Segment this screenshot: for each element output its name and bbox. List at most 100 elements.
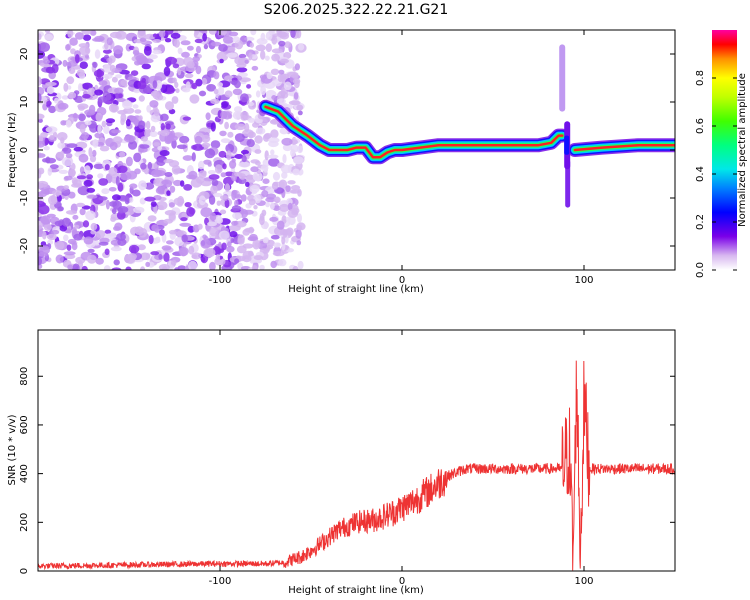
noise-blob bbox=[81, 265, 88, 270]
noise-blob bbox=[175, 88, 180, 94]
noise-blob bbox=[144, 182, 155, 190]
noise-blob bbox=[252, 171, 263, 182]
noise-blob bbox=[219, 209, 227, 215]
noise-blob bbox=[47, 167, 52, 176]
noise-blob bbox=[65, 153, 73, 159]
noise-blob bbox=[266, 193, 277, 200]
noise-blob bbox=[226, 150, 232, 161]
noise-blob bbox=[153, 108, 160, 117]
noise-blob bbox=[63, 234, 69, 242]
noise-blob bbox=[246, 139, 255, 148]
noise-blob bbox=[152, 49, 162, 55]
noise-blob bbox=[208, 174, 220, 180]
noise-blob bbox=[232, 212, 242, 220]
noise-blob bbox=[170, 259, 177, 266]
noise-blob bbox=[133, 152, 142, 163]
figure-title: S206.2025.322.22.21.G21 bbox=[264, 2, 449, 18]
noise-blob bbox=[265, 201, 270, 208]
noise-blob bbox=[145, 261, 151, 267]
noise-blob bbox=[210, 140, 221, 149]
noise-blob bbox=[112, 194, 121, 201]
noise-blob bbox=[151, 224, 159, 232]
noise-blob bbox=[150, 114, 161, 123]
noise-blob bbox=[79, 208, 86, 216]
noise-blob bbox=[93, 163, 105, 170]
noise-blob bbox=[260, 85, 266, 96]
noise-blob bbox=[131, 189, 141, 197]
noise-blob bbox=[269, 216, 279, 222]
noise-blob bbox=[163, 252, 170, 262]
noise-blob bbox=[217, 82, 224, 88]
noise-blob bbox=[84, 120, 92, 126]
noise-blob bbox=[44, 30, 51, 33]
noise-blob bbox=[70, 48, 76, 55]
ridge-band bbox=[264, 105, 564, 159]
noise-blob bbox=[211, 179, 219, 186]
noise-blob bbox=[234, 154, 244, 159]
noise-blob bbox=[210, 98, 220, 105]
noise-blob bbox=[38, 191, 47, 198]
noise-blob bbox=[160, 123, 165, 131]
noise-blob bbox=[127, 253, 137, 261]
noise-blob bbox=[267, 154, 279, 159]
noise-blob bbox=[155, 236, 161, 242]
noise-blob bbox=[218, 150, 227, 158]
noise-blob bbox=[78, 43, 89, 48]
noise-blob bbox=[218, 30, 228, 36]
noise-blob bbox=[150, 125, 156, 133]
noise-blob bbox=[108, 103, 119, 113]
noise-blob bbox=[251, 265, 258, 270]
noise-blob bbox=[85, 210, 96, 221]
noise-blob bbox=[93, 69, 105, 78]
noise-blob bbox=[38, 93, 42, 103]
noise-blob bbox=[155, 80, 163, 90]
noise-blob bbox=[287, 180, 296, 185]
noise-blob bbox=[133, 88, 141, 94]
y-tick-label: 0 bbox=[19, 568, 30, 574]
noise-blob bbox=[265, 43, 272, 53]
noise-blob bbox=[254, 135, 263, 144]
noise-blob bbox=[103, 265, 111, 270]
noise-blob bbox=[270, 149, 275, 155]
noise-blob bbox=[208, 30, 217, 35]
noise-blob bbox=[92, 61, 98, 68]
noise-blob bbox=[157, 146, 163, 151]
noise-blob bbox=[63, 251, 76, 256]
noise-blob bbox=[218, 230, 230, 240]
noise-blob bbox=[194, 135, 203, 145]
noise-blob bbox=[221, 242, 227, 251]
noise-blob bbox=[160, 84, 168, 93]
noise-blob bbox=[277, 258, 287, 267]
noise-blob bbox=[104, 233, 117, 239]
noise-blob bbox=[251, 65, 259, 71]
noise-blob bbox=[174, 267, 180, 270]
noise-blob bbox=[177, 265, 187, 270]
noise-blob bbox=[38, 252, 49, 257]
noise-blob bbox=[281, 171, 288, 179]
noise-blob bbox=[270, 234, 280, 240]
noise-blob bbox=[118, 151, 126, 158]
spectrogram-ylabel: Frequency (Hz) bbox=[7, 112, 18, 188]
noise-blob bbox=[119, 69, 130, 75]
noise-blob bbox=[137, 30, 146, 40]
noise-blob bbox=[134, 168, 141, 175]
noise-blob bbox=[202, 234, 207, 240]
noise-blob bbox=[192, 56, 200, 62]
noise-blob bbox=[236, 245, 247, 254]
noise-blob bbox=[266, 72, 273, 80]
noise-blob bbox=[195, 78, 203, 87]
noise-blob bbox=[67, 264, 73, 270]
noise-blob bbox=[281, 137, 293, 146]
noise-blob bbox=[79, 45, 91, 56]
x-tick-label: 100 bbox=[574, 576, 593, 587]
noise-blob bbox=[66, 76, 75, 85]
noise-blob bbox=[160, 113, 169, 122]
noise-blob bbox=[220, 138, 231, 144]
noise-blob bbox=[184, 202, 192, 208]
y-tick-label: 400 bbox=[19, 464, 30, 483]
noise-blob bbox=[60, 137, 65, 144]
noise-blob bbox=[137, 57, 149, 64]
noise-blob bbox=[92, 139, 99, 148]
noise-blob bbox=[57, 132, 68, 141]
